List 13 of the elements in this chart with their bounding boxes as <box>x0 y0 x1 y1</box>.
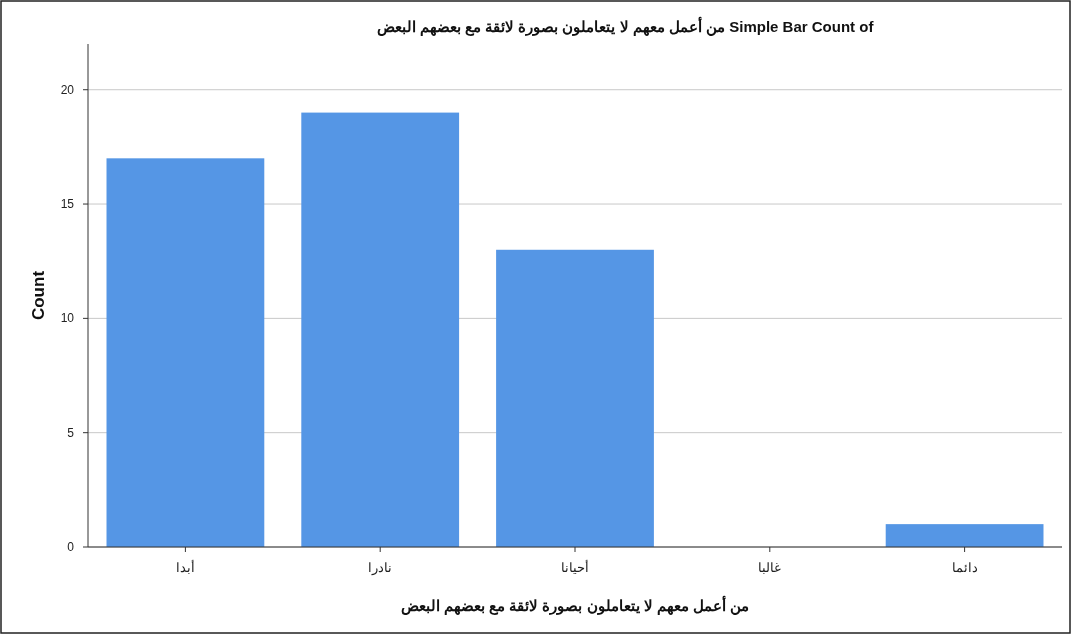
x-tick-label: غالبا <box>758 560 782 575</box>
y-tick-label: 0 <box>67 540 75 554</box>
y-tick-label: 5 <box>67 425 75 440</box>
x-tick-label: أحيانا <box>561 559 589 575</box>
y-axis-title: Count <box>29 270 48 321</box>
y-tick-label: 10 <box>60 311 75 326</box>
x-tick-label: دائما <box>951 560 978 575</box>
y-tick-label: 15 <box>60 197 75 212</box>
x-tick-label: أبدا <box>175 559 195 575</box>
x-tick-label: نادرا <box>368 560 393 576</box>
chart-title: Simple Bar Count of من أعمل معهم لا يتعاملون بصورة لائقة مع بعضهم البعض <box>376 16 875 36</box>
x-axis-title: من أعمل معهم لا يتعاملون بصورة لائقة مع بعضهم البعض <box>400 595 750 615</box>
y-tick-label: 20 <box>60 82 75 97</box>
